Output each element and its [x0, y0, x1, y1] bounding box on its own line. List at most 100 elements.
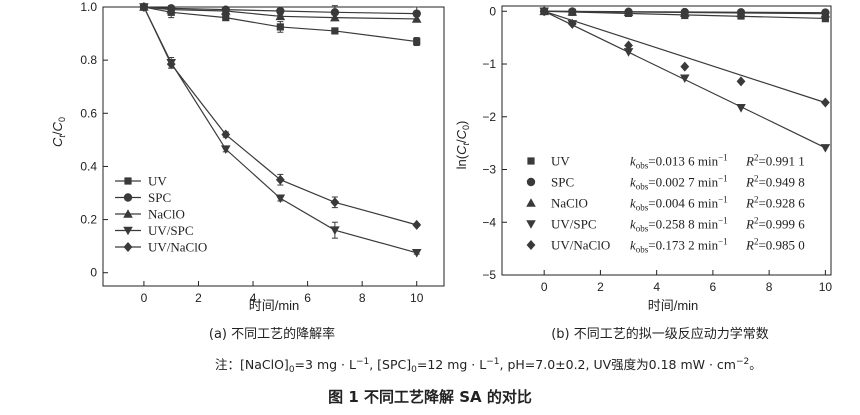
series-uv-naclo — [139, 2, 422, 230]
legend-item: UV kobs=0.013 6 min−1 R2=0.991 1 — [527, 153, 805, 171]
legend-label: UV — [148, 174, 167, 189]
legend-k-value: kobs=0.258 8 min−1 — [630, 216, 728, 234]
data-point — [567, 7, 578, 16]
legend-marker — [123, 193, 133, 202]
panel-b-frame — [501, 5, 832, 276]
legend-marker — [526, 240, 536, 250]
fit-line — [543, 10, 826, 104]
legend-r2-value: R2=0.999 6 — [745, 216, 805, 232]
panel-b-xlabel: 时间/min — [648, 298, 699, 313]
data-point — [220, 6, 231, 15]
legend-label: NaClO — [148, 207, 185, 222]
data-point — [139, 2, 149, 12]
data-point — [275, 174, 285, 185]
legend-item: UV — [115, 174, 167, 189]
x-tick-label: 2 — [597, 280, 604, 294]
data-point — [412, 9, 421, 18]
legend-marker — [123, 226, 133, 236]
data-point — [680, 61, 690, 72]
data-point — [679, 8, 690, 17]
data-point — [276, 23, 284, 31]
legend-label: UV — [551, 154, 570, 169]
x-tick-label: 4 — [653, 280, 660, 294]
legend-item: SPC — [115, 190, 171, 205]
data-point — [411, 248, 422, 258]
legend-marker — [527, 157, 535, 165]
x-tick-label: 10 — [410, 291, 424, 305]
data-point — [275, 11, 286, 21]
data-point — [166, 59, 176, 70]
data-point — [567, 18, 577, 29]
legend-label: UV/NaClO — [148, 240, 207, 255]
legend-label: SPC — [551, 175, 574, 190]
panel-b-ylabel: ln(Ct/C0) — [454, 121, 471, 170]
data-point — [222, 14, 230, 22]
data-point — [679, 74, 690, 84]
x-tick-label: 8 — [766, 280, 773, 294]
data-point — [736, 103, 746, 113]
series-uv-spc — [539, 7, 831, 153]
legend-label: UV/SPC — [551, 217, 597, 232]
x-tick-label: 8 — [359, 291, 366, 305]
data-point — [539, 6, 549, 17]
data-point — [820, 8, 831, 18]
panel-a-frame — [102, 6, 445, 287]
legend-r2-value: R2=0.928 6 — [745, 195, 805, 211]
data-point — [275, 194, 286, 204]
legend-item: NaClO kobs=0.004 6 min−1 R2=0.928 6 — [526, 195, 805, 213]
y-tick-label: 0.2 — [80, 213, 97, 227]
legend-marker — [526, 177, 536, 187]
legend-r2-value: R2=0.985 0 — [745, 237, 805, 253]
legend-marker — [526, 220, 536, 229]
y-tick-label: −2 — [482, 110, 496, 124]
series-line — [143, 6, 417, 15]
legend-item: NaClO — [115, 207, 185, 222]
data-point — [821, 15, 829, 23]
legend-r2-value: R2=0.949 8 — [745, 174, 805, 190]
data-point — [820, 144, 831, 153]
data-point — [166, 4, 176, 14]
data-point — [330, 8, 340, 17]
legend-label: SPC — [148, 190, 171, 205]
legend-k-value: kobs=0.004 6 min−1 — [630, 195, 728, 213]
series-uv-naclo — [539, 6, 830, 108]
legend-item: SPC kobs=0.002 7 min−1 R2=0.949 8 — [526, 174, 805, 192]
panel-a-caption: (a) 不同工艺的降解率 — [209, 326, 335, 342]
y-tick-label: −3 — [482, 163, 496, 177]
series-line — [143, 6, 417, 226]
x-tick-label: 10 — [819, 280, 833, 294]
legend-k-value: kobs=0.013 6 min−1 — [630, 153, 728, 171]
figure-note: 注：[NaClO]0=3 mg · L−1, [SPC]0=12 mg · L−… — [215, 357, 762, 375]
legend-r2-value: R2=0.991 1 — [745, 153, 805, 169]
panel-b-caption: (b) 不同工艺的拟一级反应动力学常数 — [551, 326, 769, 342]
legend-marker — [123, 209, 133, 218]
y-tick-label: 0.6 — [80, 106, 97, 120]
legend-item: UV/SPC kobs=0.258 8 min−1 R2=0.999 6 — [526, 216, 805, 234]
panel-a-ylabel: Ct/C0 — [50, 117, 67, 147]
legend-k-value: kobs=0.173 2 min−1 — [630, 237, 728, 255]
y-tick-label: −1 — [482, 57, 496, 71]
data-point — [411, 14, 422, 23]
y-tick-label: 0 — [90, 266, 97, 280]
y-tick-label: 0.4 — [80, 159, 97, 173]
data-point — [736, 76, 746, 87]
data-point — [624, 40, 633, 51]
series-line — [143, 6, 417, 20]
figure-title: 图 1 不同工艺降解 SA 的对比 — [328, 388, 532, 406]
legend-label: UV/NaClO — [551, 238, 610, 253]
x-tick-label: 6 — [710, 280, 717, 294]
y-tick-label: −4 — [482, 215, 496, 229]
legend-item: UV/NaClO — [115, 240, 207, 255]
y-tick-label: −5 — [482, 268, 496, 282]
data-point — [220, 145, 231, 154]
legend-item: UV/SPC — [115, 223, 194, 238]
y-tick-label: 0.8 — [80, 53, 97, 67]
x-tick-label: 6 — [304, 291, 311, 305]
x-tick-label: 0 — [141, 291, 148, 305]
data-point — [221, 129, 231, 140]
data-point — [330, 226, 340, 235]
panel-a-xlabel: 时间/min — [249, 298, 300, 313]
data-point — [330, 197, 340, 208]
